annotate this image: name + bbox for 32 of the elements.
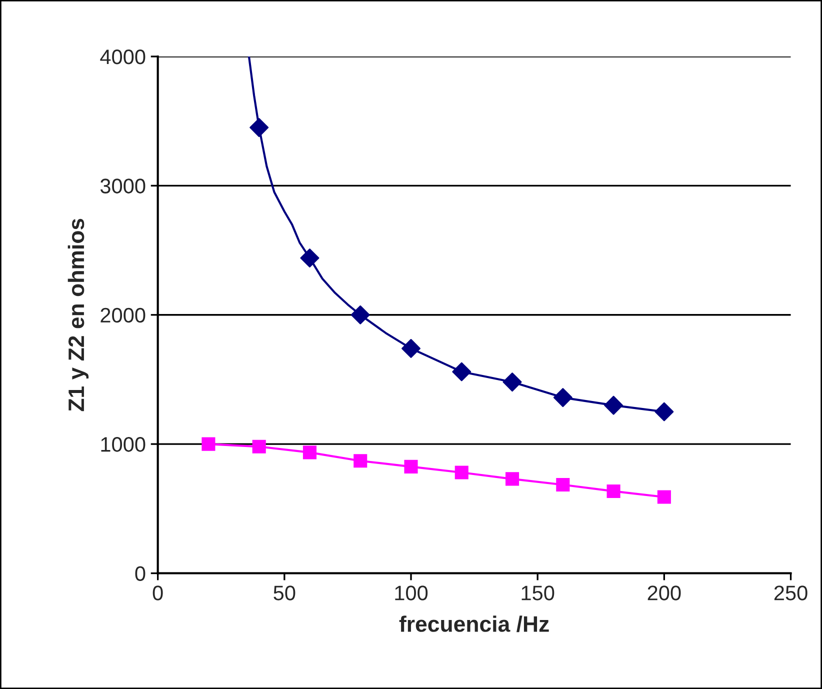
y-tick-label: 4000 — [100, 50, 146, 64]
y-axis-title: Z1 y Z2 en ohmios — [68, 218, 89, 412]
y-tick-label: 3000 — [100, 178, 146, 194]
point — [404, 460, 418, 474]
point — [657, 490, 671, 504]
point — [302, 446, 316, 460]
point — [604, 396, 624, 415]
point — [350, 305, 370, 324]
x-tick-label: 0 — [152, 586, 163, 600]
y-tick-label: 0 — [135, 566, 146, 581]
x-tick-label: 100 — [395, 586, 428, 600]
point — [502, 372, 522, 392]
y-tick-label: 2000 — [100, 308, 146, 323]
point — [556, 478, 570, 492]
x-tick-label: 250 — [774, 586, 808, 600]
point — [354, 454, 368, 468]
point — [454, 466, 468, 480]
y-tick-label: 1000 — [101, 437, 146, 452]
point — [202, 437, 216, 451]
point — [654, 402, 674, 422]
point — [252, 440, 266, 454]
x-tick-label: 200 — [648, 586, 681, 600]
point — [452, 362, 472, 382]
point — [506, 472, 520, 486]
point — [250, 118, 269, 138]
point — [300, 248, 320, 268]
x-tick-label: 150 — [522, 586, 554, 600]
point — [606, 484, 620, 498]
x-tick-label: 50 — [274, 586, 296, 600]
x-axis-title: frecuencia /Hz — [399, 616, 549, 632]
point — [402, 338, 420, 358]
point — [553, 388, 572, 408]
